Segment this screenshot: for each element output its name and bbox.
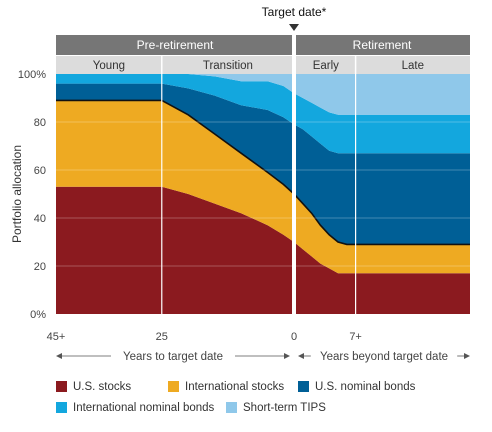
area-international-nominal-bonds bbox=[56, 74, 470, 154]
y-tick-label: 20 bbox=[34, 261, 46, 273]
phase-label: Retirement bbox=[353, 38, 412, 52]
area-short-term-tips bbox=[56, 74, 470, 115]
legend-label: U.S. stocks bbox=[73, 381, 131, 393]
pre-retirement-bar bbox=[56, 35, 292, 55]
range-arrowhead bbox=[284, 353, 290, 359]
subphase-label: Late bbox=[402, 60, 424, 72]
legend-swatch bbox=[298, 381, 309, 392]
x-tick-label: 7+ bbox=[349, 331, 362, 343]
y-tick-label: 80 bbox=[34, 117, 46, 129]
y-axis-title: Portfolio allocation bbox=[10, 145, 24, 243]
legend-swatch bbox=[168, 381, 179, 392]
pre-retirement-subbar bbox=[56, 56, 292, 74]
x-tick-label: 45+ bbox=[47, 331, 66, 343]
legend-label: International stocks bbox=[185, 381, 284, 393]
retirement-bar bbox=[296, 35, 470, 55]
legend-swatch bbox=[56, 402, 67, 413]
range-arrowhead bbox=[56, 353, 62, 359]
area-international-stocks bbox=[56, 100, 470, 274]
legend-swatch bbox=[226, 402, 237, 413]
legend-label: International nominal bonds bbox=[73, 402, 215, 414]
area-u-s-nominal-bonds bbox=[56, 83, 470, 245]
x-tick-label: 25 bbox=[156, 331, 168, 343]
subphase-label: Early bbox=[313, 60, 339, 72]
legend-label: U.S. nominal bonds bbox=[315, 381, 416, 393]
target-date-arrow bbox=[289, 24, 299, 31]
range-arrowhead bbox=[298, 353, 304, 359]
equity-bond-line bbox=[56, 99, 470, 246]
target-date-label: Target date* bbox=[262, 5, 327, 19]
y-tick-label: 40 bbox=[34, 213, 46, 225]
x-range-label: Years beyond target date bbox=[320, 351, 448, 363]
legend-swatch bbox=[56, 381, 67, 392]
range-arrowhead bbox=[464, 353, 470, 359]
x-range-label: Years to target date bbox=[123, 351, 223, 363]
subphase-label: Transition bbox=[203, 60, 253, 72]
area-u-s-stocks bbox=[56, 186, 470, 314]
x-tick-label: 0 bbox=[291, 331, 297, 343]
subphase-label: Young bbox=[93, 60, 125, 72]
retirement-subbar bbox=[296, 56, 470, 74]
y-tick-label: 0% bbox=[30, 309, 46, 321]
legend-label: Short-term TIPS bbox=[243, 402, 326, 414]
y-tick-label: 60 bbox=[34, 165, 46, 177]
phase-label: Pre-retirement bbox=[137, 38, 214, 52]
y-tick-label: 100% bbox=[18, 69, 46, 81]
